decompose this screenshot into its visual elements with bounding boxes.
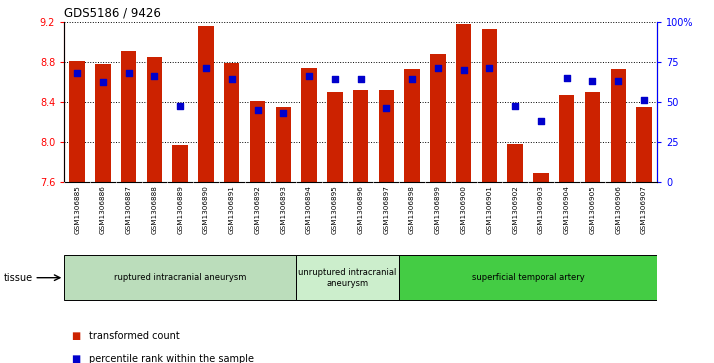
Text: GSM1306901: GSM1306901 xyxy=(486,185,493,234)
Bar xyxy=(276,107,291,182)
Bar xyxy=(636,107,652,182)
Point xyxy=(561,75,573,81)
Bar xyxy=(610,69,626,182)
Text: ruptured intracranial aneurysm: ruptured intracranial aneurysm xyxy=(114,273,246,282)
Text: GSM1306887: GSM1306887 xyxy=(126,185,131,234)
Point xyxy=(381,105,392,111)
Bar xyxy=(301,68,317,182)
Point xyxy=(97,79,109,85)
Text: GSM1306899: GSM1306899 xyxy=(435,185,441,234)
Point xyxy=(510,103,521,109)
Bar xyxy=(121,51,136,182)
Point xyxy=(149,73,160,79)
Bar xyxy=(250,101,265,182)
FancyBboxPatch shape xyxy=(399,255,657,300)
Text: GSM1306902: GSM1306902 xyxy=(512,185,518,234)
Bar xyxy=(327,91,343,182)
Bar xyxy=(482,29,497,182)
Text: tissue: tissue xyxy=(4,273,33,283)
Text: superficial temporal artery: superficial temporal artery xyxy=(472,273,585,282)
Point xyxy=(638,97,650,103)
Bar xyxy=(146,57,162,182)
Point xyxy=(536,118,547,124)
FancyBboxPatch shape xyxy=(296,255,399,300)
Text: GSM1306888: GSM1306888 xyxy=(151,185,158,234)
Bar xyxy=(456,24,471,182)
Text: ■: ■ xyxy=(71,331,81,341)
Text: GSM1306892: GSM1306892 xyxy=(254,185,261,234)
Bar xyxy=(559,95,575,182)
Point xyxy=(303,73,315,79)
Text: GSM1306893: GSM1306893 xyxy=(281,185,286,234)
Point xyxy=(406,76,418,82)
Point xyxy=(200,65,211,71)
Point xyxy=(432,65,443,71)
Text: GSM1306906: GSM1306906 xyxy=(615,185,621,234)
Point xyxy=(174,103,186,109)
Bar xyxy=(404,69,420,182)
Bar xyxy=(378,90,394,182)
Text: GSM1306894: GSM1306894 xyxy=(306,185,312,234)
Point xyxy=(71,70,83,76)
Bar xyxy=(69,61,85,182)
Point xyxy=(278,110,289,116)
Point xyxy=(252,107,263,113)
Bar xyxy=(353,90,368,182)
Text: GSM1306905: GSM1306905 xyxy=(590,185,595,234)
Text: GSM1306897: GSM1306897 xyxy=(383,185,389,234)
Point xyxy=(483,65,495,71)
Text: GSM1306890: GSM1306890 xyxy=(203,185,209,234)
Text: GSM1306904: GSM1306904 xyxy=(563,185,570,234)
Point xyxy=(587,78,598,84)
Text: GSM1306903: GSM1306903 xyxy=(538,185,544,234)
Bar xyxy=(508,143,523,182)
Point xyxy=(226,76,238,82)
Text: GDS5186 / 9426: GDS5186 / 9426 xyxy=(64,7,161,20)
Bar xyxy=(198,26,213,182)
Text: ■: ■ xyxy=(71,354,81,363)
Text: GSM1306907: GSM1306907 xyxy=(641,185,647,234)
Point xyxy=(123,70,134,76)
Text: unruptured intracranial
aneurysm: unruptured intracranial aneurysm xyxy=(298,268,397,288)
Point xyxy=(355,76,366,82)
Point xyxy=(613,78,624,84)
Text: GSM1306895: GSM1306895 xyxy=(332,185,338,234)
Point xyxy=(458,67,469,73)
Text: GSM1306885: GSM1306885 xyxy=(74,185,80,234)
Text: percentile rank within the sample: percentile rank within the sample xyxy=(89,354,254,363)
Point xyxy=(329,76,341,82)
FancyBboxPatch shape xyxy=(64,255,296,300)
Bar xyxy=(95,64,111,182)
Text: GSM1306900: GSM1306900 xyxy=(461,185,467,234)
Bar xyxy=(173,144,188,182)
Text: GSM1306891: GSM1306891 xyxy=(228,185,235,234)
Text: GSM1306898: GSM1306898 xyxy=(409,185,415,234)
Bar xyxy=(430,54,446,182)
Text: transformed count: transformed count xyxy=(89,331,180,341)
Text: GSM1306896: GSM1306896 xyxy=(358,185,363,234)
Bar xyxy=(224,63,239,182)
Text: GSM1306889: GSM1306889 xyxy=(177,185,183,234)
Bar xyxy=(585,91,600,182)
Text: GSM1306886: GSM1306886 xyxy=(100,185,106,234)
Bar xyxy=(533,172,548,182)
